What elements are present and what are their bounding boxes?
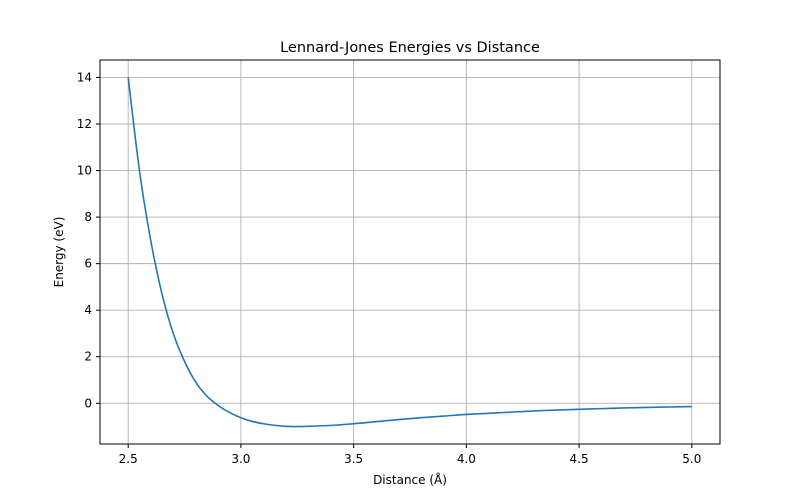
- x-tick-label: 3.5: [344, 452, 363, 466]
- x-tick-label: 3.0: [231, 452, 250, 466]
- chart-title: Lennard-Jones Energies vs Distance: [280, 40, 540, 56]
- x-tick-label: 4.0: [457, 452, 476, 466]
- series-line: [127, 77, 692, 428]
- grid-lines: [100, 60, 720, 444]
- x-axis-label: Distance (Å): [373, 472, 447, 487]
- y-tick-label: 12: [77, 117, 92, 131]
- x-tick-label: 5.0: [682, 452, 701, 466]
- y-tick-label: 14: [77, 70, 92, 84]
- y-tick-label: 8: [84, 210, 92, 224]
- plot-frame: [99, 59, 721, 445]
- y-axis-ticks: 0 2 4 6 8 10 12 14: [77, 70, 100, 410]
- y-tick-label: 4: [84, 303, 92, 317]
- series-layer: [127, 77, 692, 428]
- y-tick-label: 6: [84, 257, 92, 271]
- x-tick-label: 4.5: [570, 452, 589, 466]
- x-axis-ticks: 2.5 3.0 3.5 4.0 4.5 5.0: [119, 444, 701, 466]
- y-tick-label: 10: [77, 164, 92, 178]
- x-tick-label: 2.5: [119, 452, 138, 466]
- y-tick-label: 2: [84, 350, 92, 364]
- y-tick-label: 0: [84, 396, 92, 410]
- y-axis-label: Energy (eV): [52, 217, 66, 288]
